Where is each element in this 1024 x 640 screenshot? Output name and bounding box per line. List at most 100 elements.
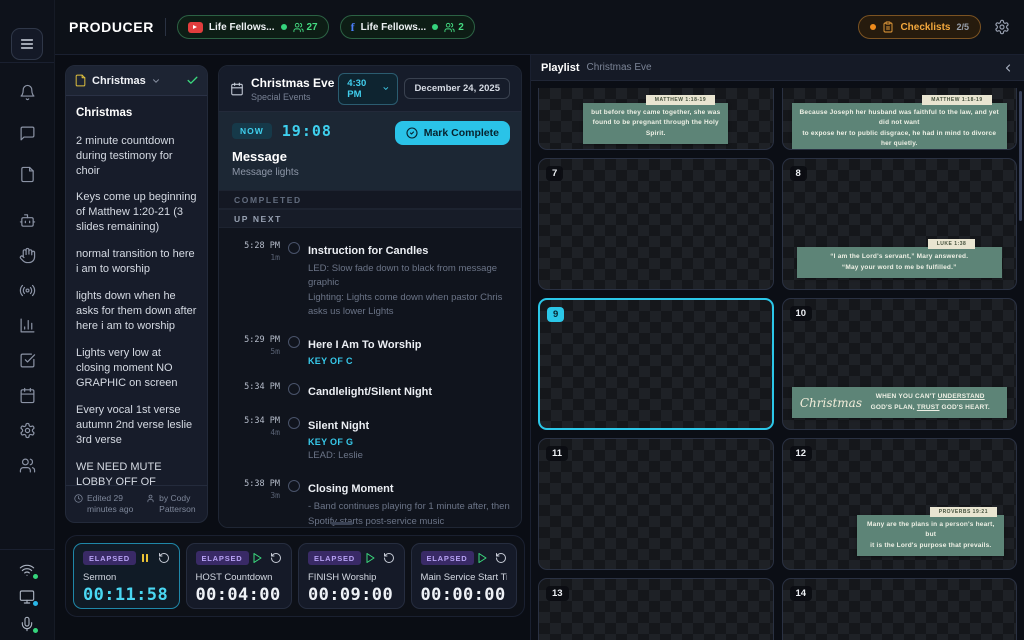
notes-body[interactable]: Christmas 2 minute countdown during test… (66, 96, 207, 485)
playlist-subtitle: Christmas Eve (586, 62, 652, 73)
time-dropdown[interactable]: 4:30 PM (338, 72, 399, 105)
live-dot (280, 24, 287, 30)
slide-number: 7 (546, 166, 564, 181)
timer-card-host-countdown[interactable]: ELAPSED HOST Countdown 00:04:00 (185, 543, 292, 609)
schedule-item[interactable]: 5:34 PM Candlelight/Silent Night (219, 374, 521, 408)
christmas-logo: Christmas (799, 395, 862, 410)
item-checkbox[interactable] (288, 480, 300, 493)
reset-icon[interactable] (495, 552, 507, 564)
schedule-list: 5:28 PM 1m Instruction for Candles LED: Sl… (219, 228, 521, 527)
checklists-button[interactable]: Checklists 2/5 (858, 15, 981, 39)
timer-badge: ELAPSED (420, 551, 474, 565)
timer-card-sermon[interactable]: ELAPSED Sermon 00:11:58 (73, 543, 180, 609)
schedule-item[interactable]: 5:38 PM 3m Closing Moment - Band continues… (219, 471, 521, 527)
slide-number: 12 (789, 446, 813, 461)
slide-thumbnail-7[interactable]: 7 (538, 158, 774, 290)
item-time: 5:29 PM (244, 335, 280, 345)
reset-icon[interactable] (270, 552, 282, 564)
slide-number: 8 (789, 166, 807, 181)
calendar-icon[interactable] (19, 387, 36, 404)
timer-badge: ELAPSED (83, 551, 137, 565)
item-checkbox[interactable] (288, 383, 300, 395)
slide-thumbnail-12[interactable]: 12 PROVERBS 19:21 Many are the plans in … (781, 438, 1017, 570)
timers-bar: ELAPSED Sermon 00:11:58 ELAPSED HOST Cou… (65, 535, 525, 617)
microphone-icon[interactable] (19, 616, 39, 634)
timer-card-main-service[interactable]: ELAPSED Main Service Start Ti... 00:00:0… (410, 543, 517, 609)
upnext-section-header[interactable]: UP NEXT (219, 209, 521, 228)
reset-icon[interactable] (158, 552, 170, 564)
note-paragraph: lights down when he asks for them down a… (76, 290, 197, 333)
collapse-panel-chevron-left-icon[interactable] (1002, 62, 1014, 74)
mark-complete-button[interactable]: Mark Complete (394, 121, 510, 145)
slide-grid: MATTHEW 1:18-19 but before they came tog… (531, 81, 1024, 640)
chevron-down-icon (383, 87, 388, 90)
notes-selector[interactable]: Christmas (92, 74, 146, 87)
file-icon[interactable] (19, 166, 36, 183)
youtube-icon (187, 21, 203, 33)
slide-thumbnail-11[interactable]: 11 (538, 438, 774, 570)
settings-gear-icon[interactable] (994, 19, 1010, 35)
reset-icon[interactable] (383, 552, 395, 564)
schedule-item[interactable]: 5:28 PM 1m Instruction for Candles LED: Sl… (219, 233, 521, 327)
horizontal-scrollbar-thumb[interactable] (331, 522, 353, 525)
status-icons (0, 549, 54, 640)
slide-thumbnail[interactable]: MATTHEW 1:18-19 Because Joseph her husba… (781, 88, 1017, 150)
schedule-panel: Christmas Eve Special Events 4:30 PM Dec… (218, 65, 522, 528)
note-paragraph: 2 minute countdown during testimony for … (76, 134, 175, 177)
item-title: Instruction for Candles (308, 245, 429, 257)
slide-thumbnail-10[interactable]: 10 Christmas WHEN YOU CAN'T UNDERSTAND GO… (781, 298, 1017, 430)
menu-icon[interactable] (11, 28, 43, 60)
item-title: Here I Am To Worship (308, 339, 422, 351)
timer-badge: ELAPSED (308, 551, 362, 565)
facebook-stream-pill[interactable]: f Life Fellows... 2 (339, 15, 475, 39)
divider (164, 18, 166, 36)
pause-icon[interactable] (139, 552, 151, 564)
notes-header[interactable]: Christmas (66, 66, 207, 96)
broadcast-icon[interactable] (19, 282, 36, 299)
checklists-progress: 2/5 (956, 22, 969, 32)
slide-thumbnail-13[interactable]: 13 (538, 578, 774, 640)
settings-gear-icon[interactable] (19, 422, 36, 439)
monitor-icon[interactable] (19, 589, 39, 607)
slide-thumbnail-14[interactable]: 14 (781, 578, 1017, 640)
tasks-check-square-icon[interactable] (19, 352, 36, 369)
vertical-scrollbar-thumb[interactable] (1019, 91, 1022, 221)
scripture-banner: PROVERBS 19:21 Many are the plans in a p… (857, 506, 1005, 556)
slide-thumbnail[interactable]: MATTHEW 1:18-19 but before they came tog… (538, 88, 774, 150)
now-badge: NOW (232, 123, 272, 139)
play-icon[interactable] (251, 552, 263, 564)
play-icon[interactable] (476, 552, 488, 564)
item-checkbox[interactable] (288, 242, 300, 254)
bot-icon[interactable] (19, 212, 36, 229)
schedule-item[interactable]: 5:29 PM 5m Here I Am To Worship KEY OF C (219, 327, 521, 374)
scripture-reference: MATTHEW 1:18-19 (645, 95, 716, 105)
timer-value: 00:09:00 (308, 585, 394, 605)
slide-number: 13 (546, 586, 569, 601)
hand-raise-icon[interactable] (19, 247, 36, 264)
wifi-icon[interactable] (19, 562, 39, 580)
scripture-reference: LUKE 1:38 (927, 239, 976, 250)
event-subtitle: Special Events (251, 91, 311, 102)
viewers-icon (444, 22, 455, 32)
item-checkbox[interactable] (288, 336, 300, 348)
completed-section-header[interactable]: COMPLETED (219, 190, 521, 209)
users-icon[interactable] (19, 457, 36, 474)
stream-label: Life Fellows... (208, 21, 275, 33)
main-area: Christmas Christmas 2 minute countdown d… (55, 55, 530, 640)
date-pill[interactable]: December 24, 2025 (404, 78, 510, 99)
slide-thumbnail-9-selected[interactable]: 9 (538, 298, 774, 430)
item-duration: 4m (270, 428, 280, 437)
notifications-bell-icon[interactable] (19, 84, 36, 101)
play-icon[interactable] (364, 552, 376, 564)
now-clock: 19:08 (281, 122, 332, 140)
schedule-item[interactable]: 5:34 PM 4m Silent Night KEY OF G LEAD: Lesl… (219, 408, 521, 471)
youtube-stream-pill[interactable]: Life Fellows... 27 (176, 15, 329, 39)
slide-thumbnail-8[interactable]: 8 LUKE 1:38 “I am the Lord's servant,” M… (781, 158, 1017, 290)
timer-card-finish-worship[interactable]: ELAPSED FINISH Worship 00:09:00 (298, 543, 405, 609)
scripture-banner: MATTHEW 1:18-19 but before they came tog… (583, 95, 729, 145)
playlist-title: Playlist (541, 61, 580, 74)
analytics-chart-icon[interactable] (19, 317, 36, 334)
chat-icon[interactable] (19, 125, 36, 142)
item-checkbox[interactable] (288, 417, 300, 429)
